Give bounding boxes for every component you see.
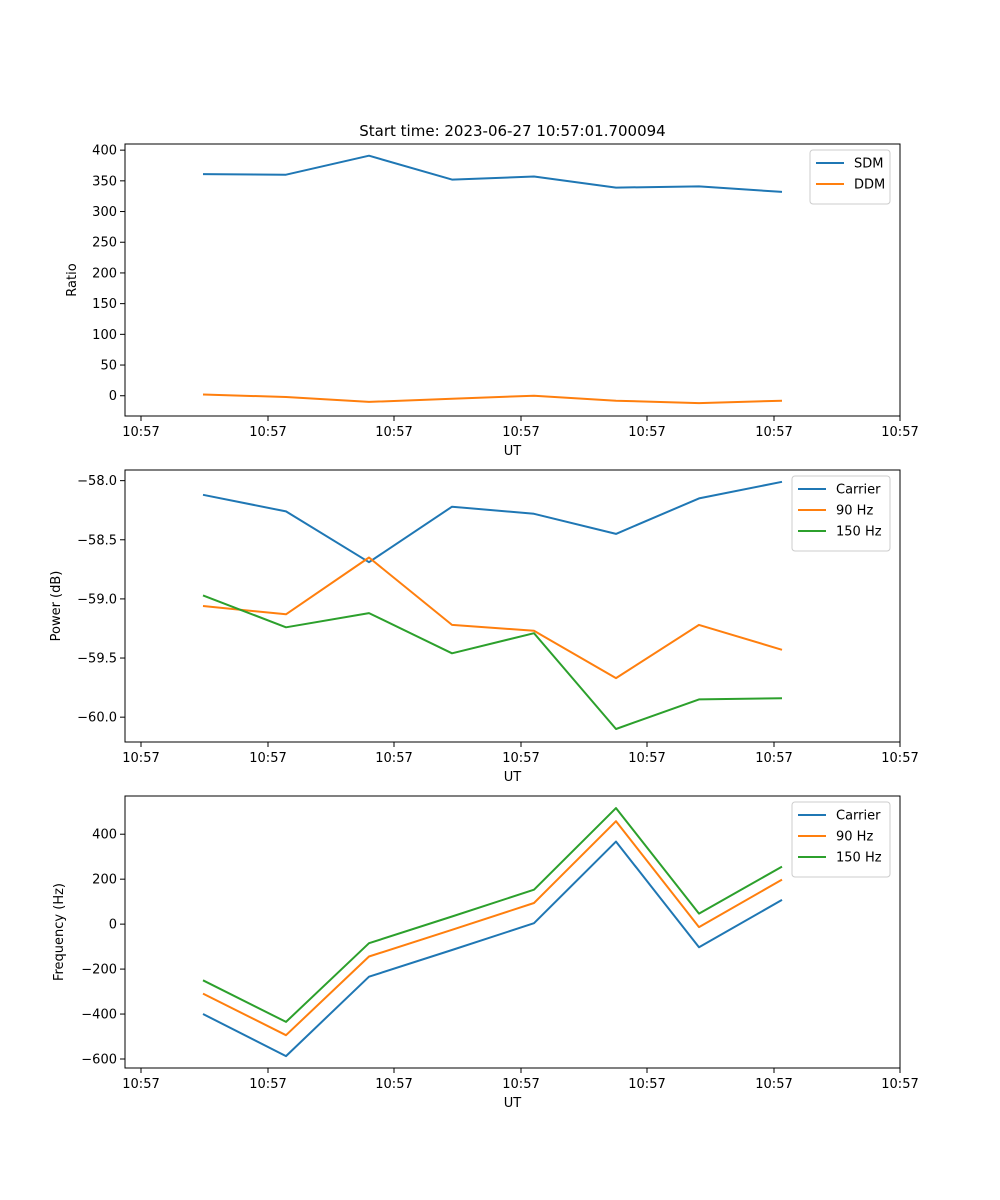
x-tick-label: 10:57 [628,751,665,766]
series-line-150-hz [202,807,783,1023]
chart-title: Start time: 2023-06-27 10:57:01.700094 [359,122,665,140]
y-tick-label: −58.5 [77,533,117,548]
x-tick-label: 10:57 [375,425,412,440]
y-tick-label: 250 [92,236,117,251]
y-tick-label: 200 [92,873,117,888]
x-tick-label: 10:57 [881,1077,918,1092]
y-tick-label: 200 [92,266,117,281]
legend-box [791,475,891,552]
x-tick-label: 10:57 [375,751,412,766]
legend-box [791,801,891,878]
x-tick-label: 10:57 [249,751,286,766]
y-tick-label: 50 [100,359,117,374]
legend-label: 90 Hz [836,504,873,519]
x-tick-label: 10:57 [628,425,665,440]
x-tick-label: 10:57 [755,425,792,440]
y-tick-label: −200 [81,963,117,978]
y-tick-label: 0 [109,389,117,404]
subplot-3: 10:57 10:57 10:57 10:57 10:57 10:57 10:57 UT −60… [52,795,919,1111]
y-tick-label: −59.5 [77,652,117,667]
y-tick-label: 300 [92,205,117,220]
x-tick-label: 10:57 [755,751,792,766]
subplot-2: 10:57 10:57 10:57 10:57 10:57 10:57 10:57 UT −60… [49,469,919,785]
legend: SDM DDM [809,149,891,205]
x-tick-label: 10:57 [755,1077,792,1092]
legend-label: 90 Hz [836,830,873,845]
x-tick-label: 10:57 [502,425,539,440]
series-line-sdm [202,154,783,193]
y-tick-label: 400 [92,144,117,159]
y-tick-label: 150 [92,297,117,312]
y-axis-label: Power (dB) [49,571,64,642]
series-line-90-hz [202,556,783,680]
x-tick-label: 10:57 [881,425,918,440]
series-line-90-hz [202,820,783,1037]
x-tick-label: 10:57 [502,751,539,766]
legend-label: Carrier [836,483,881,498]
series-line-carrier [202,480,783,564]
y-tick-label: 0 [109,918,117,933]
x-axis-label: UT [504,444,522,459]
y-tick-label: −600 [81,1053,117,1068]
y-tick-label: 350 [92,174,117,189]
legend-label: 150 Hz [836,851,882,866]
x-tick-label: 10:57 [249,1077,286,1092]
y-tick-label: 100 [92,328,117,343]
x-axis-label: UT [504,1096,522,1111]
y-axis-label: Ratio [65,263,80,296]
subplot-1: Start time: 2023-06-27 10:57:01.700094 10… [65,122,919,459]
x-tick-label: 10:57 [375,1077,412,1092]
x-tick-label: 10:57 [502,1077,539,1092]
axes-frame [124,143,901,417]
legend: Carrier 90 Hz 150 Hz [791,475,891,552]
series-line-150-hz [202,594,783,730]
x-tick-label: 10:57 [122,1077,159,1092]
legend: Carrier 90 Hz 150 Hz [791,801,891,878]
x-axis-label: UT [504,770,522,785]
y-tick-label: −400 [81,1008,117,1023]
series-line-ddm [202,393,783,405]
y-tick-label: −58.0 [77,474,117,489]
x-tick-label: 10:57 [881,751,918,766]
x-tick-label: 10:57 [628,1077,665,1092]
axes-frame [124,469,901,743]
y-tick-label: −59.0 [77,592,117,607]
x-tick-label: 10:57 [122,425,159,440]
y-tick-label: −60.0 [77,711,117,726]
y-axis-label: Frequency (Hz) [52,883,67,981]
series-line-carrier [202,840,783,1058]
y-tick-label: 400 [92,828,117,843]
axes-frame [124,795,901,1069]
legend-label: DDM [854,178,885,193]
legend-label: Carrier [836,809,881,824]
x-tick-label: 10:57 [249,425,286,440]
x-tick-label: 10:57 [122,751,159,766]
legend-label: SDM [854,157,883,172]
legend-label: 150 Hz [836,525,882,540]
